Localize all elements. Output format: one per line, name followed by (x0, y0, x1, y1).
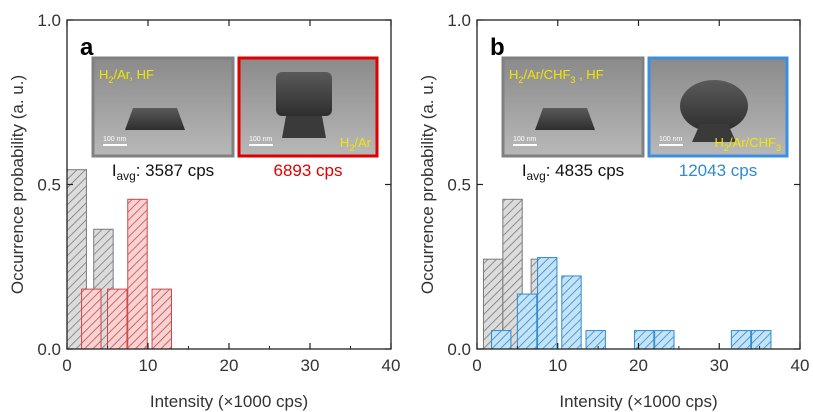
x-tick-label: 40 (382, 356, 401, 375)
y-axis-label: Occurrence probability (a. u.) (418, 75, 437, 294)
y-tick-label: 0.5 (37, 176, 61, 195)
x-tick-label: 20 (220, 356, 239, 375)
x-tick-label: 30 (301, 356, 320, 375)
sem-inset-1: 100 nm H2/Ar/CHF3 , HF Iavg: 4835 cps (501, 56, 645, 183)
scale-bar-label: 100 nm (249, 136, 273, 143)
x-axis-label: Intensity (×1000 cps) (559, 392, 717, 411)
y-tick-label: 0.0 (37, 340, 61, 359)
y-axis-label: Occurrence probability (a. u.) (8, 75, 27, 294)
x-tick-label: 10 (548, 356, 567, 375)
bar (751, 330, 772, 350)
sem-inset-2: 100 nm H2/Ar/CHF3 12043 cps (647, 56, 789, 180)
scale-bar-label: 100 nm (513, 136, 537, 143)
x-tick-label: 10 (139, 356, 158, 375)
x-tick-label: 0 (62, 356, 71, 375)
sem-border (647, 56, 789, 158)
sem-image (93, 58, 233, 156)
sem-border (501, 56, 645, 158)
sem-border (91, 56, 235, 158)
y-tick-label: 0.0 (447, 340, 471, 359)
x-tick-label: 40 (791, 356, 810, 375)
sem-label: H2/Ar (340, 135, 372, 153)
inset-caption: Iavg: 3587 cps (112, 161, 214, 183)
inset-caption: 12043 cps (679, 161, 757, 180)
pillar-shape (680, 80, 748, 132)
y-tick-label: 0.5 (447, 176, 471, 195)
bar (730, 330, 752, 350)
bar (537, 257, 558, 350)
series-2 (81, 198, 172, 350)
bar (151, 288, 172, 350)
panel-letter: b (490, 34, 505, 61)
inset-caption: 6893 cps (274, 161, 343, 180)
pillar-base (692, 124, 736, 142)
sem-inset-2: 100 nm H2/Ar 6893 cps (237, 56, 379, 180)
bar (491, 330, 512, 350)
inset-caption: Iavg: 4835 cps (522, 161, 624, 183)
panel-a: 0 10 20 30 40 0.0 0.5 1.0 Intensity (×1000 cps) O… (8, 11, 400, 411)
x-tick-label: 20 (629, 356, 648, 375)
x-axis-label: Intensity (×1000 cps) (150, 392, 308, 411)
pillar-shape (276, 72, 332, 116)
scale-bar-label: 100 nm (659, 136, 683, 143)
sem-label: H2/Ar, HF (99, 67, 154, 85)
series-2 (491, 257, 772, 350)
bar (585, 330, 606, 350)
bar (516, 293, 538, 350)
pillar-shape (535, 108, 595, 130)
y-tick-label: 1.0 (37, 11, 61, 30)
sem-inset-1: 100 nm H2/Ar, HF Iavg: 3587 cps (91, 56, 235, 183)
bar (127, 198, 148, 350)
bar (81, 288, 102, 350)
sem-image (503, 58, 643, 156)
sem-label: H2/Ar/CHF3 , HF (509, 67, 604, 85)
bar (633, 330, 655, 350)
x-tick-label: 30 (710, 356, 729, 375)
sem-border (237, 56, 379, 158)
pillar-shape (125, 108, 185, 130)
pillar-base (282, 116, 326, 138)
y-tick-label: 1.0 (447, 11, 471, 30)
bar (561, 275, 582, 350)
bar (107, 288, 128, 350)
panel-letter: a (80, 34, 94, 61)
bar (654, 330, 675, 350)
panel-b: 0 10 20 30 40 0.0 0.5 1.0 Intensity (×1000 cps) O… (418, 11, 809, 411)
sem-label: H2/Ar/CHF3 (715, 135, 781, 153)
scale-bar-label: 100 nm (103, 136, 127, 143)
x-tick-label: 0 (472, 356, 481, 375)
